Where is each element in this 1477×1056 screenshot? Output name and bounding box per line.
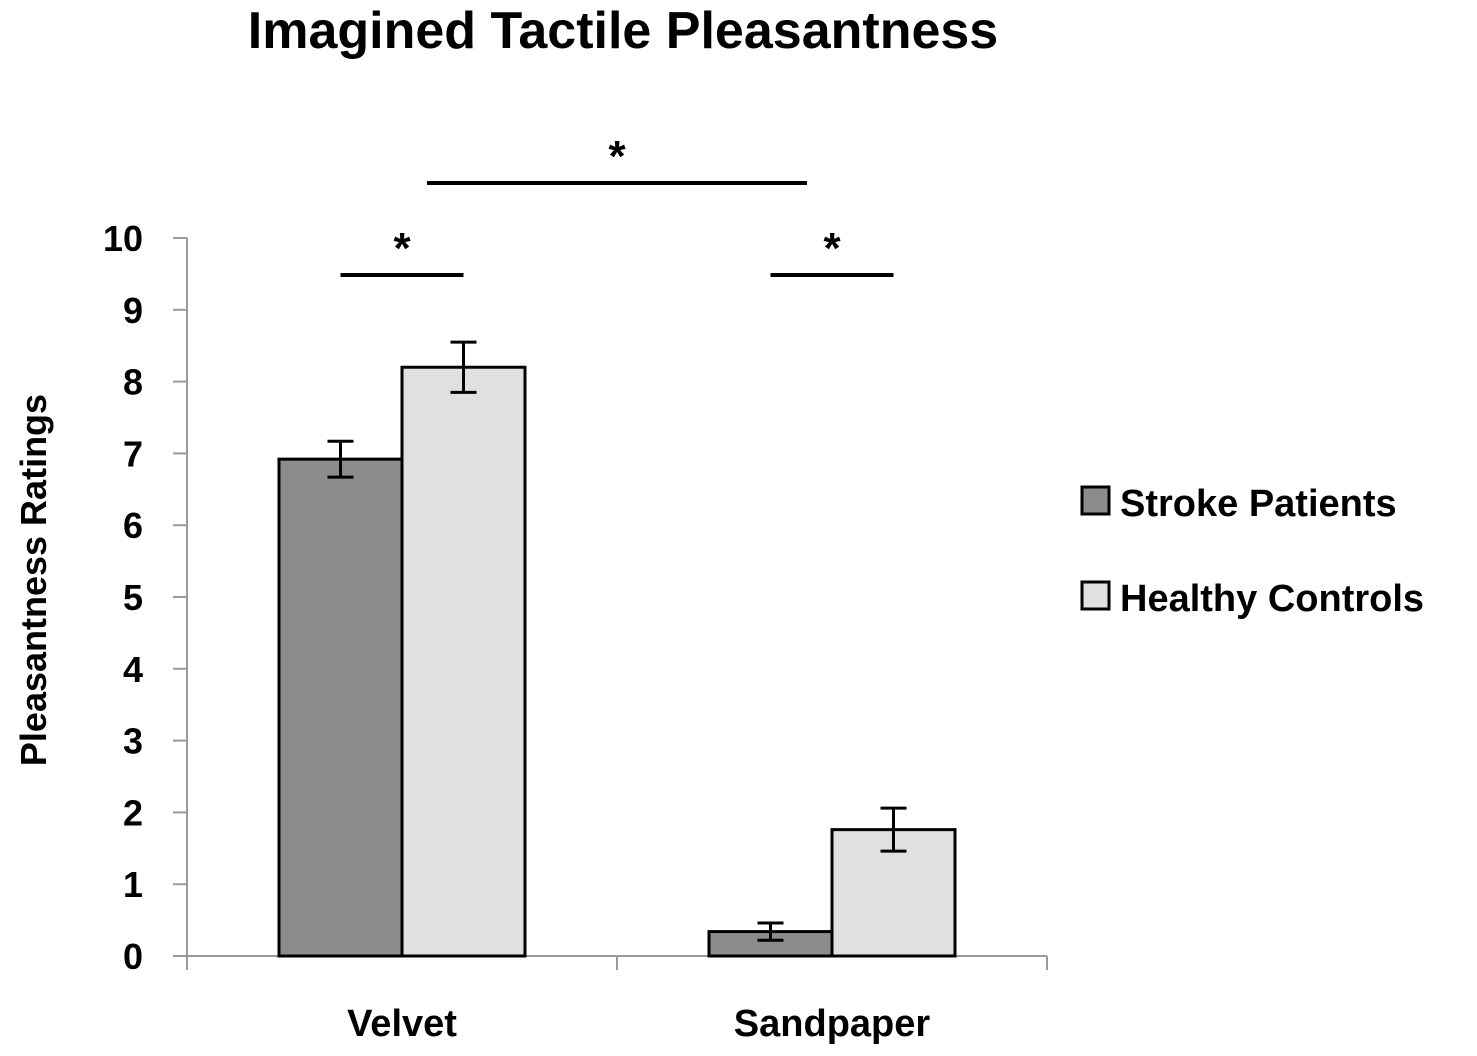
bar-stroke-patients bbox=[277, 457, 404, 958]
y-tick-label: 8 bbox=[123, 362, 143, 403]
y-tick-label: 5 bbox=[123, 577, 143, 618]
x-tick-label: Velvet bbox=[347, 1003, 457, 1045]
legend-label: Stroke Patients bbox=[1120, 483, 1397, 525]
y-tick-label: 2 bbox=[123, 792, 143, 833]
bar-healthy-controls bbox=[400, 365, 527, 958]
y-tick-label: 1 bbox=[123, 864, 143, 905]
significance-star: * bbox=[393, 224, 411, 273]
y-tick-label: 10 bbox=[103, 218, 143, 259]
plot-area: 0 1 2 3 4 5 6 7 8 9 10 Velvet Sandpaper * * * bbox=[103, 132, 1048, 1045]
significance-star: * bbox=[823, 224, 841, 273]
legend: Stroke Patients Healthy Controls bbox=[1080, 483, 1424, 620]
y-tick-label: 9 bbox=[123, 290, 143, 331]
significance-star: * bbox=[608, 132, 626, 181]
y-axis-label: Pleasantness Ratings bbox=[13, 394, 54, 766]
y-tick-label: 6 bbox=[123, 505, 143, 546]
legend-swatch bbox=[1080, 580, 1111, 611]
y-tick-label: 0 bbox=[123, 936, 143, 977]
chart-title: Imagined Tactile Pleasantness bbox=[248, 2, 998, 60]
legend-swatch bbox=[1080, 485, 1111, 516]
y-tick-label: 7 bbox=[123, 433, 143, 474]
y-tick-label: 3 bbox=[123, 721, 143, 762]
x-tick-label: Sandpaper bbox=[734, 1003, 931, 1045]
y-tick-label: 4 bbox=[123, 649, 143, 690]
legend-label: Healthy Controls bbox=[1120, 578, 1424, 620]
